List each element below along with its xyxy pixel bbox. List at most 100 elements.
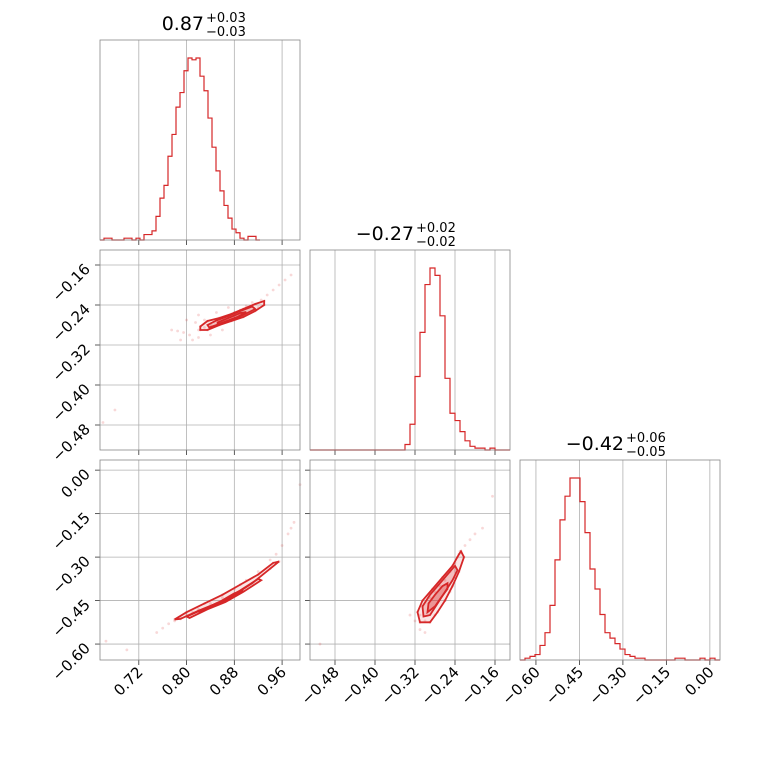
sample-point bbox=[468, 538, 472, 542]
sample-point bbox=[220, 328, 224, 332]
x-tick-label: 0.72 bbox=[110, 663, 146, 699]
sample-point bbox=[481, 526, 484, 530]
sample-point bbox=[215, 311, 218, 314]
y-tick-label: −0.24 bbox=[49, 300, 94, 345]
sample-point bbox=[286, 532, 290, 536]
sample-point bbox=[197, 328, 200, 332]
sample-point bbox=[418, 628, 422, 631]
scatter-panel-0-1: −0.48−0.40−0.32−0.24−0.16 bbox=[49, 249, 301, 465]
sample-point bbox=[259, 298, 263, 302]
title-plus-error: +0.06 bbox=[626, 431, 666, 446]
x-tick-label: −0.16 bbox=[458, 663, 503, 708]
sample-point bbox=[443, 578, 447, 582]
sample-point bbox=[203, 326, 206, 329]
histogram-panel-1: −0.27 +0.02−0.02 bbox=[309, 221, 511, 455]
title-plus-error: +0.02 bbox=[416, 221, 456, 236]
x-tick-label: 0.88 bbox=[206, 663, 242, 699]
panel-title: 0.87 +0.03−0.03 bbox=[162, 11, 246, 40]
y-tick-label: −0.48 bbox=[49, 420, 94, 465]
panel-title: −0.42 +0.06−0.05 bbox=[566, 431, 666, 460]
panel-background bbox=[100, 250, 300, 450]
sample-point bbox=[283, 278, 287, 282]
panel-title: −0.27 +0.02−0.02 bbox=[356, 221, 456, 250]
sample-point bbox=[182, 331, 185, 334]
sample-point bbox=[167, 622, 171, 626]
sample-point bbox=[125, 648, 129, 652]
panel-frame bbox=[99, 459, 301, 661]
sample-point bbox=[104, 639, 108, 643]
density-contour bbox=[416, 549, 465, 624]
sample-point bbox=[220, 596, 224, 600]
sample-point bbox=[274, 552, 278, 556]
sample-point bbox=[161, 626, 165, 630]
sample-point bbox=[277, 283, 281, 287]
sample-point bbox=[265, 293, 269, 297]
histogram-panel-2: −0.60−0.45−0.30−0.15 0.00 −0.42 +0.06−0.05 bbox=[499, 431, 721, 708]
sample-point bbox=[289, 273, 293, 277]
density-contour bbox=[216, 311, 247, 326]
x-tick-label: −0.48 bbox=[298, 663, 343, 708]
panel-frame bbox=[99, 39, 301, 241]
sample-point bbox=[191, 338, 194, 342]
y-tick-label: −0.45 bbox=[49, 596, 94, 641]
y-tick-label: −0.40 bbox=[49, 380, 94, 425]
title-minus-error: −0.05 bbox=[626, 445, 666, 460]
sample-point bbox=[179, 338, 182, 342]
sample-point bbox=[203, 318, 206, 322]
sample-point bbox=[268, 558, 272, 562]
panel-background bbox=[310, 460, 510, 660]
x-tick-label: −0.60 bbox=[499, 663, 544, 708]
title-plus-error: +0.03 bbox=[206, 11, 246, 26]
sample-point bbox=[176, 329, 180, 333]
sample-point bbox=[423, 631, 427, 634]
panel-background bbox=[520, 460, 720, 660]
panel-frame bbox=[309, 459, 511, 661]
sample-point bbox=[318, 642, 322, 646]
sample-point bbox=[256, 570, 260, 573]
sample-point bbox=[463, 544, 467, 547]
x-tick-label: 0.80 bbox=[158, 663, 194, 699]
corner-panels: 0.87 +0.03−0.03−0.27 +0.02−0.02−0.60−0.45−… bbox=[49, 11, 721, 708]
sample-point bbox=[194, 321, 197, 324]
y-tick-label: −0.15 bbox=[49, 509, 94, 554]
x-tick-label: −0.15 bbox=[629, 663, 674, 708]
sample-point bbox=[433, 590, 437, 594]
density-contour bbox=[426, 581, 449, 615]
title-median: −0.27 bbox=[356, 223, 414, 245]
y-tick-label: −0.30 bbox=[49, 552, 94, 597]
sample-point bbox=[408, 613, 412, 617]
sample-point bbox=[101, 421, 105, 424]
histogram-panel-0: 0.87 +0.03−0.03 bbox=[99, 11, 301, 245]
sample-point bbox=[438, 584, 442, 588]
sample-point bbox=[250, 301, 254, 304]
y-tick-label: −0.60 bbox=[49, 639, 94, 684]
panel-frame bbox=[99, 249, 301, 451]
x-tick-label: −0.32 bbox=[378, 663, 423, 708]
sample-point bbox=[188, 333, 191, 337]
panel-frame bbox=[519, 459, 721, 661]
sample-point bbox=[271, 288, 275, 292]
density-contour bbox=[198, 589, 244, 613]
histogram-step bbox=[520, 477, 720, 661]
x-tick-label: −0.45 bbox=[542, 663, 587, 708]
sample-point bbox=[226, 306, 230, 309]
panel-frame bbox=[309, 249, 511, 451]
x-tick-label: 0.00 bbox=[681, 663, 717, 699]
sample-point bbox=[197, 313, 200, 317]
title-minus-error: −0.03 bbox=[206, 25, 246, 40]
x-tick-label: −0.30 bbox=[585, 663, 630, 708]
sample-point bbox=[292, 520, 296, 524]
y-tick-label: 0.00 bbox=[57, 465, 93, 501]
x-tick-label: −0.24 bbox=[418, 663, 463, 708]
density-fill bbox=[427, 583, 448, 613]
title-median: 0.87 bbox=[162, 13, 204, 35]
sample-point bbox=[113, 408, 117, 412]
density-contour bbox=[206, 305, 257, 329]
title-median: −0.42 bbox=[566, 433, 624, 455]
sample-point bbox=[473, 532, 477, 536]
scatter-panel-1-2: −0.48−0.40−0.32−0.24−0.16 bbox=[298, 459, 511, 708]
sample-point bbox=[289, 526, 293, 530]
density-fill bbox=[422, 565, 458, 617]
sample-point bbox=[280, 544, 284, 547]
